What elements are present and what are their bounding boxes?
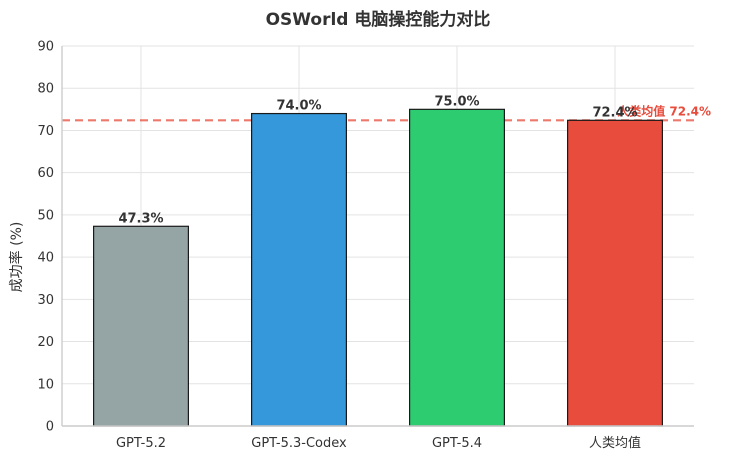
x-tick-label: GPT-5.2 (116, 436, 166, 451)
axes (61, 46, 694, 427)
y-tick-label: 70 (37, 124, 54, 139)
y-tick-label: 20 (37, 335, 54, 350)
y-tick-label: 30 (37, 293, 54, 308)
reference-line-label: 人类均值 72.4% (617, 103, 711, 118)
bar-4 (566, 119, 663, 427)
y-tick-label: 90 (37, 40, 54, 55)
y-tick-label: 50 (37, 208, 54, 223)
y-tick-label: 0 (46, 420, 54, 435)
bars (92, 108, 663, 427)
bar-1 (92, 225, 190, 427)
y-tick-labels: 0 10 20 30 40 50 60 70 80 90 (37, 40, 54, 435)
y-tick-label: 80 (37, 82, 54, 97)
data-labels: 47.3% 74.0% 75.0% 72.4% (118, 94, 637, 226)
y-tick-label: 60 (37, 166, 54, 181)
x-tick-label: GPT-5.4 (432, 436, 482, 451)
x-tick-label: GPT-5.3-Codex (251, 436, 347, 451)
y-tick-label: 40 (37, 251, 54, 266)
x-tick-label: 人类均值 (589, 435, 641, 451)
bar-value-label: 75.0% (434, 94, 479, 109)
y-axis-label: 成功率 (%) (8, 222, 25, 293)
bar-2 (251, 112, 348, 427)
bar-value-label: 74.0% (276, 99, 321, 114)
y-tick-label: 10 (37, 377, 54, 392)
chart-title: OSWorld 电脑操控能力对比 (266, 9, 491, 30)
bar-value-label: 47.3% (118, 211, 163, 226)
bar-value-label: 72.4% (592, 105, 637, 120)
x-tick-labels: GPT-5.2 GPT-5.3-Codex GPT-5.4 人类均值 (116, 435, 641, 451)
bar-3 (409, 108, 506, 427)
